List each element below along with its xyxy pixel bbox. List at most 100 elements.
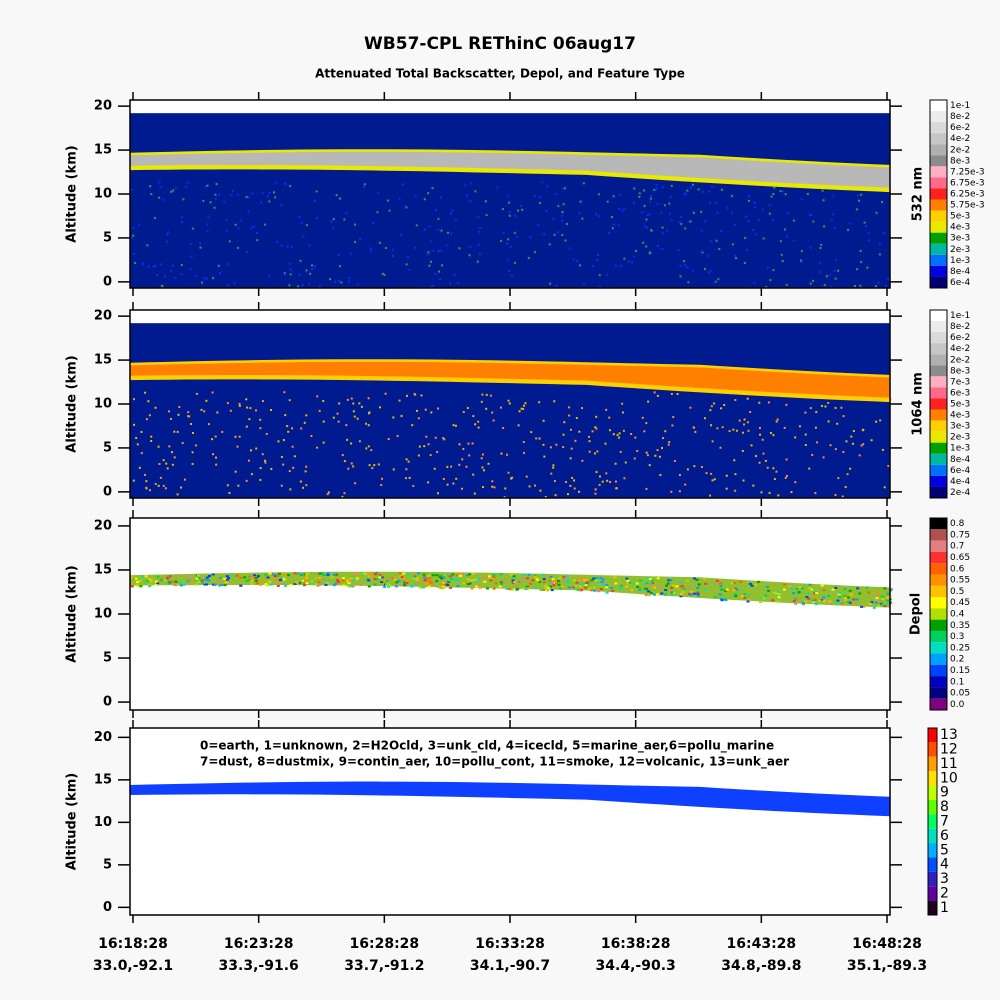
noise: [280, 244, 283, 247]
colorbar-label: 5: [940, 842, 949, 858]
noise: [552, 466, 555, 469]
depol-speck: [836, 599, 840, 602]
noise: [289, 273, 292, 276]
depol-speck: [471, 572, 475, 575]
noise: [744, 236, 747, 239]
noise: [440, 229, 443, 232]
depol-speck: [357, 571, 361, 574]
noise: [628, 260, 631, 263]
noise: [446, 465, 449, 468]
colorbar-label: 7e-3: [950, 377, 970, 387]
depol-speck: [761, 597, 765, 600]
depol-speck: [445, 574, 449, 577]
depol-speck: [467, 573, 471, 576]
noise: [735, 429, 738, 432]
depol-speck: [334, 582, 338, 585]
depol-speck: [205, 576, 209, 579]
depol-speck: [167, 575, 171, 578]
colorbar-label: 4e-2: [950, 344, 970, 354]
noise: [485, 393, 488, 396]
noise: [191, 462, 194, 465]
depol-speck: [723, 598, 727, 601]
noise: [282, 439, 285, 442]
colorbar-label: 8: [940, 799, 949, 815]
noise: [269, 409, 272, 412]
noise: [346, 398, 349, 401]
depol-speck: [367, 579, 371, 582]
noise: [554, 192, 557, 195]
depol-speck: [685, 579, 689, 582]
depol-speck: [533, 574, 537, 577]
noise: [508, 210, 511, 213]
depol-speck: [276, 584, 280, 587]
noise: [522, 404, 525, 407]
depol-speck: [876, 591, 880, 594]
noise: [291, 245, 294, 248]
noise: [856, 268, 859, 271]
noise: [228, 240, 231, 243]
noise: [247, 210, 250, 213]
noise: [367, 412, 370, 415]
noise: [591, 265, 594, 268]
noise: [400, 414, 403, 417]
noise: [834, 277, 837, 280]
colorbar-label: 9: [940, 785, 949, 801]
depol-speck: [584, 586, 588, 589]
depol-speck: [883, 605, 887, 608]
depol-speck: [605, 591, 609, 594]
depol-speck: [441, 586, 445, 589]
noise: [746, 248, 749, 251]
depol-speck: [254, 579, 258, 582]
noise: [717, 278, 720, 281]
depol-speck: [281, 582, 285, 585]
noise: [588, 450, 591, 453]
depol-speck: [628, 581, 632, 584]
depol-speck: [743, 596, 747, 599]
depol-speck: [403, 581, 407, 584]
noise: [855, 208, 858, 211]
depol-speck: [165, 577, 169, 580]
colorbar-label: 5e-3: [950, 400, 970, 410]
depol-speck: [875, 594, 879, 597]
noise: [158, 181, 161, 184]
colorbar-swatch: [928, 886, 937, 901]
noise: [215, 463, 218, 466]
y-tick-label: 0: [103, 484, 112, 499]
chart-title: WB57-CPL REThinC 06aug17: [364, 34, 636, 54]
noise: [414, 246, 417, 249]
colorbar-label: 5e-3: [950, 212, 970, 222]
noise: [245, 479, 248, 482]
noise: [427, 443, 430, 446]
noise: [655, 183, 658, 186]
noise: [442, 437, 445, 440]
depol-speck: [269, 583, 273, 586]
noise: [367, 424, 370, 427]
depol-speck: [402, 572, 406, 575]
depol-speck: [834, 586, 838, 589]
noise: [867, 232, 870, 235]
noise: [753, 281, 756, 284]
depol-speck: [200, 579, 204, 582]
x-tick-position: 34.1,-90.7: [470, 958, 550, 974]
noise: [784, 193, 787, 196]
depol-speck: [878, 600, 882, 603]
noise: [313, 265, 316, 268]
noise: [792, 219, 795, 222]
noise: [815, 411, 818, 414]
noise: [541, 181, 544, 184]
depol-speck: [789, 587, 793, 590]
noise: [131, 189, 134, 192]
noise: [785, 474, 788, 477]
noise: [437, 492, 440, 495]
depol-speck: [808, 583, 812, 586]
colorbar-swatch: [930, 100, 947, 112]
depol-speck: [469, 579, 473, 582]
depol-speck: [326, 581, 330, 584]
noise: [857, 199, 860, 202]
noise: [225, 218, 228, 221]
x-tick-time: 16:43:28: [727, 936, 797, 952]
noise: [553, 400, 556, 403]
depol-speck: [201, 581, 205, 584]
depol-speck: [542, 578, 546, 581]
noise: [462, 447, 465, 450]
